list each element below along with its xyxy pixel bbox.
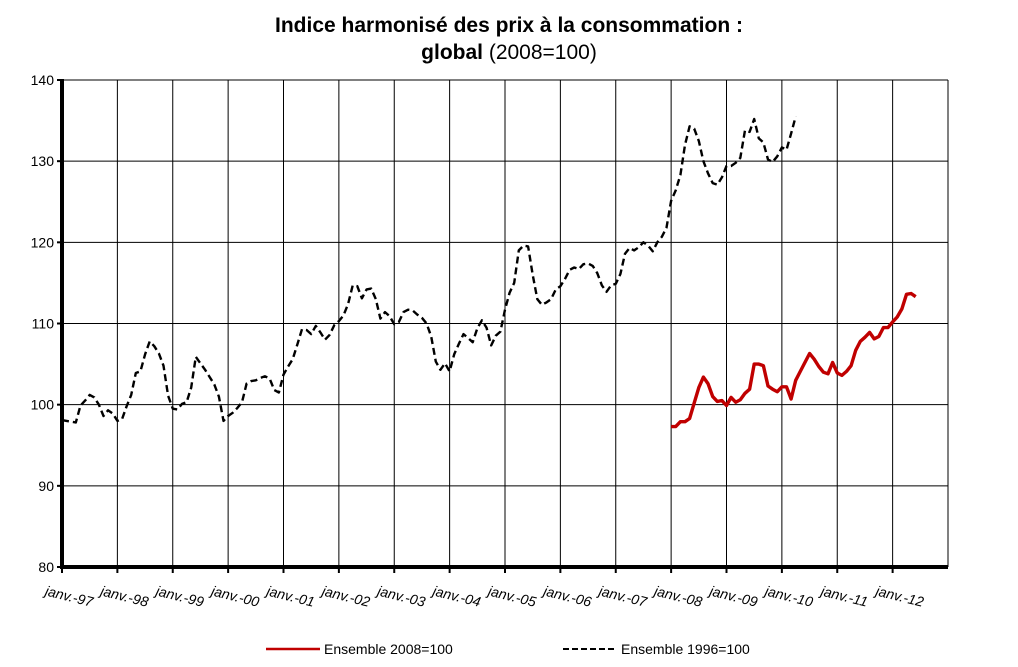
x-tick-label: janv.-97: [42, 582, 96, 610]
x-tick-labels: janv.-97 janv.-98 janv.-99 janv.-00 janv.-01…: [42, 582, 926, 610]
chart-title-line1: Indice harmonisé des prix à la consommat…: [275, 14, 743, 37]
x-tick-label: janv.-00: [208, 582, 261, 610]
x-tick-label: janv.-06: [540, 582, 593, 610]
x-tick-label: janv.-08: [651, 582, 704, 610]
x-tick-label: janv.-05: [485, 582, 538, 610]
x-tick-label: janv.-07: [595, 582, 649, 610]
legend-entry: Ensemble 1996=100: [563, 641, 750, 657]
y-tick-label: 140: [31, 72, 55, 88]
y-tick-label: 130: [31, 153, 55, 169]
y-tick-label: 80: [38, 559, 54, 575]
axes: [57, 79, 948, 573]
x-tick-label: janv.-11: [817, 582, 869, 610]
x-tick-label: janv.-03: [374, 582, 427, 610]
y-tick-label: 110: [32, 316, 55, 332]
series-layer: [61, 116, 917, 429]
x-tick-label: janv.-98: [97, 582, 150, 610]
x-tick-label: janv.-12: [872, 582, 925, 610]
x-tick-label: janv.-99: [152, 582, 205, 610]
y-tick-label: 90: [38, 478, 54, 494]
legend-label: Ensemble 1996=100: [621, 641, 750, 657]
chart-title-line2: global (2008=100): [421, 41, 597, 64]
chart-title-line2-normal: (2008=100): [483, 41, 597, 64]
grid: [61, 79, 949, 567]
y-tick-label: 100: [31, 397, 55, 413]
x-tick-label: janv.-02: [319, 582, 372, 610]
chart-title-line2-bold: global: [421, 41, 483, 64]
series-line-2008: [671, 291, 917, 429]
legend-label: Ensemble 2008=100: [324, 641, 453, 657]
series-line-1996: [61, 116, 797, 424]
x-tick-label: janv.-09: [706, 582, 759, 610]
legend: Ensemble 2008=100 Ensemble 1996=100: [266, 641, 750, 657]
x-tick-label: janv.-10: [762, 582, 815, 610]
chart-title: Indice harmonisé des prix à la consommat…: [275, 14, 743, 64]
y-tick-label: 120: [31, 234, 55, 250]
y-tick-labels: 80 90 100 110 120 130 140: [31, 72, 55, 575]
legend-entry: Ensemble 2008=100: [266, 641, 453, 657]
x-tick-label: janv.-04: [429, 582, 482, 610]
x-tick-label: janv.-01: [263, 582, 316, 610]
